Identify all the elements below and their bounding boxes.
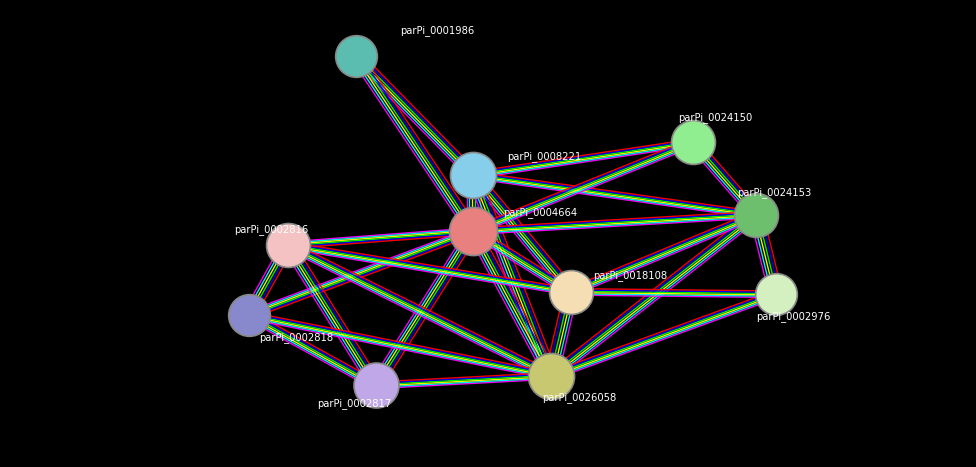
Point <box>280 241 296 249</box>
Point <box>241 311 257 319</box>
Text: parPi_0001986: parPi_0001986 <box>400 25 474 36</box>
Point <box>466 227 481 235</box>
Text: parPi_0002816: parPi_0002816 <box>234 224 308 235</box>
Point <box>368 382 384 389</box>
Point <box>685 139 701 146</box>
Point <box>348 52 364 60</box>
Point <box>563 288 579 296</box>
Text: parPi_0004664: parPi_0004664 <box>503 207 577 218</box>
Text: parPi_0018108: parPi_0018108 <box>593 270 668 281</box>
Text: parPi_0008221: parPi_0008221 <box>508 151 582 162</box>
Point <box>544 372 559 380</box>
Text: parPi_0024150: parPi_0024150 <box>678 112 752 123</box>
Text: parPi_0002818: parPi_0002818 <box>259 332 333 343</box>
Text: parPi_0026058: parPi_0026058 <box>542 392 616 403</box>
Text: parPi_0024153: parPi_0024153 <box>737 187 811 198</box>
Point <box>768 290 784 298</box>
Point <box>749 211 764 219</box>
Point <box>466 171 481 179</box>
Text: parPi_0002817: parPi_0002817 <box>317 398 391 410</box>
Text: parPi_0002976: parPi_0002976 <box>756 311 831 322</box>
